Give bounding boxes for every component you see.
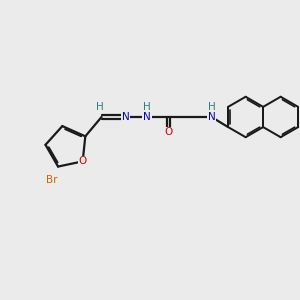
Text: H: H — [96, 102, 104, 112]
Text: O: O — [164, 128, 172, 137]
Text: H: H — [143, 103, 151, 112]
Text: N: N — [143, 112, 151, 122]
Text: N: N — [122, 112, 129, 122]
Text: H: H — [208, 103, 215, 112]
Text: N: N — [208, 112, 215, 122]
Text: Br: Br — [46, 175, 58, 185]
Text: O: O — [79, 156, 87, 166]
